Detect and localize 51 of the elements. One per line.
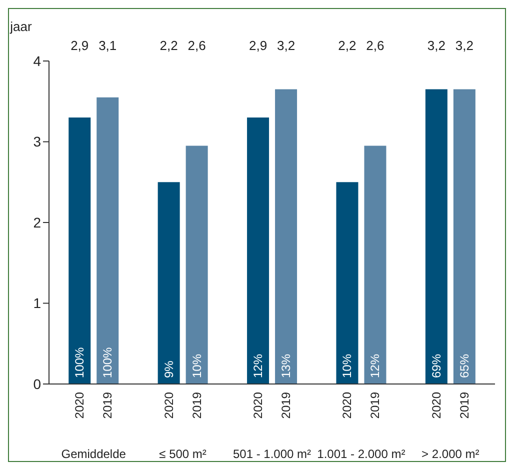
bar	[364, 146, 386, 384]
annotation: 12%	[368, 354, 382, 378]
text: 2,6	[366, 38, 384, 53]
annotation: 12%	[251, 354, 266, 378]
annotation: 100%	[100, 346, 115, 378]
text: 2019	[368, 392, 382, 419]
text: 2,6	[188, 38, 206, 53]
bar	[247, 118, 270, 384]
text: 3,2	[276, 38, 296, 53]
x-tick-label: > 2.000 m²	[422, 447, 480, 461]
text: 2,2	[338, 38, 356, 53]
text: 2020	[251, 392, 266, 419]
text: 2,9	[248, 38, 268, 53]
bar	[96, 97, 119, 384]
x-tick-label: ≤ 500 m²	[159, 447, 206, 461]
text: 2019	[190, 392, 204, 419]
x-tick-label: 1.001 - 2.000 m²	[317, 447, 406, 461]
y-tick-label: 4	[33, 52, 42, 69]
bar	[336, 182, 358, 384]
text: 2019	[279, 392, 294, 419]
bar	[425, 89, 448, 384]
text: 2020	[340, 392, 354, 419]
bar	[158, 182, 180, 384]
annotation: 10%	[340, 354, 354, 378]
annotation: 13%	[279, 354, 294, 378]
text: 2019	[100, 392, 115, 419]
bar	[186, 146, 208, 384]
text: 3,2	[427, 38, 446, 53]
y-tick-label: 0	[33, 376, 42, 392]
text: 2020	[162, 392, 176, 419]
annotation: 9%	[162, 360, 176, 378]
x-tick-label: Gemiddelde	[61, 447, 126, 461]
text: 2020	[429, 392, 444, 419]
annotation: 100%	[72, 346, 87, 378]
bar	[453, 89, 476, 384]
y-tick-label: 3	[33, 134, 42, 150]
annotation: 10%	[190, 354, 204, 378]
bar	[68, 118, 91, 384]
text: 2,2	[160, 38, 178, 53]
text: 2019	[457, 392, 472, 419]
y-axis-title: jaar	[9, 19, 33, 34]
y-tick-label: 1	[33, 295, 42, 312]
text: 2,9	[70, 38, 89, 53]
x-tick-label: 501 - 1.000 m²	[232, 447, 312, 461]
y-tick-label: 2	[33, 214, 42, 230]
annotation: 69%	[429, 354, 444, 378]
text: 2020	[72, 392, 87, 419]
annotation: 65%	[457, 354, 472, 378]
text: 3,1	[98, 38, 117, 53]
bar	[275, 89, 298, 384]
text: 3,2	[455, 38, 474, 53]
